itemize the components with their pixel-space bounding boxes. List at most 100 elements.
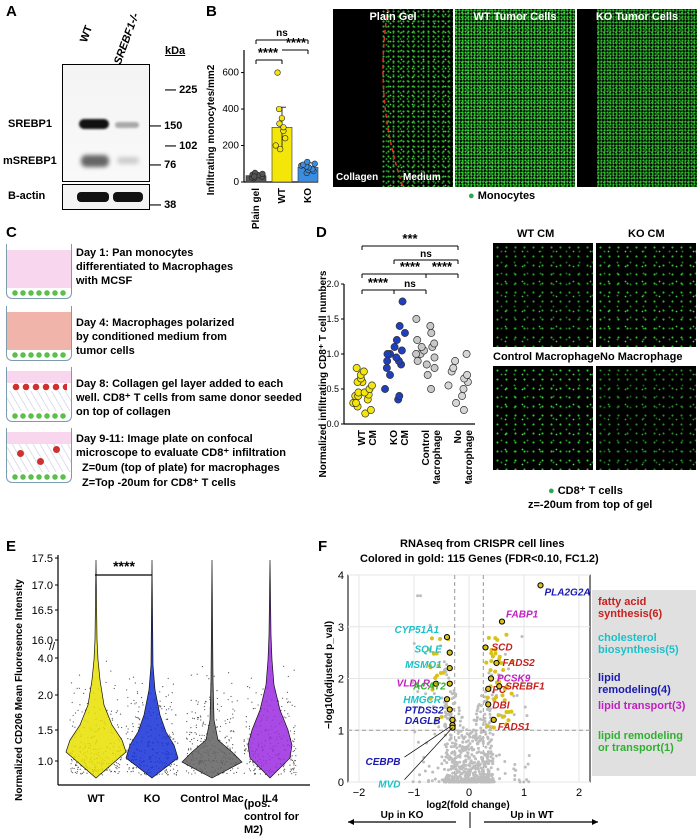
legend-item: cholesterol biosynthesis(5) xyxy=(598,632,679,656)
gene-point xyxy=(494,695,499,700)
panel-label-c: C xyxy=(6,224,17,241)
scatter-point xyxy=(120,758,122,760)
scatter-point xyxy=(74,726,76,728)
gene-point xyxy=(503,759,507,763)
gene-point xyxy=(527,754,531,758)
gene-point xyxy=(464,777,468,781)
chart-e: Normalized CD206 Mean Fluoresence Intens… xyxy=(14,553,310,805)
scatter-point xyxy=(199,734,201,736)
y-tick-label: 3 xyxy=(338,622,344,634)
scatter-point xyxy=(158,705,160,707)
gene-label: HMGCR xyxy=(403,695,442,706)
data-point xyxy=(278,115,285,122)
gene-point xyxy=(504,722,509,727)
scatter-point xyxy=(165,718,167,720)
image-title: WT Tumor Cells xyxy=(473,11,557,23)
scatter-point xyxy=(71,725,74,727)
scatter-point xyxy=(293,730,296,733)
scatter-point xyxy=(106,769,108,771)
scatter-point xyxy=(289,701,291,703)
scatter-point xyxy=(137,717,139,719)
il4-note: (pos. control for M2) xyxy=(244,798,299,836)
gene-point xyxy=(502,714,507,719)
gene-point xyxy=(467,756,471,760)
gene-label: DBI xyxy=(492,700,509,711)
gene-point xyxy=(433,718,438,723)
scatter-point xyxy=(175,774,178,776)
scatter-point xyxy=(243,745,246,747)
y-tick-label: 0.0 xyxy=(326,419,339,429)
gene-point xyxy=(434,651,439,656)
scatter-point xyxy=(83,771,85,773)
data-point xyxy=(422,360,431,369)
gene-point xyxy=(423,769,427,773)
scatter-point xyxy=(117,762,119,765)
scatter-point xyxy=(249,760,251,762)
scatter-point xyxy=(132,676,135,678)
gene-point xyxy=(503,771,507,775)
gene-point xyxy=(438,670,443,675)
gene-point xyxy=(501,667,506,672)
scatter-point xyxy=(232,713,234,715)
axis-break: // xyxy=(49,641,56,653)
scatter-point xyxy=(105,681,107,684)
gene-point xyxy=(495,637,500,642)
sig-label: ns xyxy=(276,28,288,39)
data-point xyxy=(272,142,279,149)
scatter-point xyxy=(293,741,295,743)
kda-marker: — 150 xyxy=(150,120,183,132)
scatter-point xyxy=(176,764,178,767)
scatter-point xyxy=(206,675,208,677)
gene-point xyxy=(475,709,479,713)
scatter-point xyxy=(248,768,251,770)
scatter-point xyxy=(79,704,81,706)
scatter-point xyxy=(246,685,249,688)
gene-point xyxy=(497,657,502,662)
scatter-point xyxy=(133,766,135,769)
data-point xyxy=(368,381,376,390)
gene-point xyxy=(450,758,454,762)
y-tick-label: 1.5 xyxy=(326,314,339,324)
gene-point xyxy=(457,706,461,710)
actin-blot xyxy=(62,184,150,210)
scatter-point xyxy=(245,726,247,728)
gene-point xyxy=(525,778,529,782)
scatter-point xyxy=(201,725,203,727)
scatter-point xyxy=(289,730,292,732)
gene-point xyxy=(467,774,471,778)
image-title: WT CM xyxy=(517,228,555,240)
gene-point xyxy=(486,762,490,766)
gene-point xyxy=(416,740,420,744)
scatter-point xyxy=(232,744,234,746)
scatter-point xyxy=(195,733,198,735)
chart-b-ylabel: Infiltrating monocytes/mm2 xyxy=(206,64,217,195)
legend-item: fatty acid synthesis(6) xyxy=(598,596,663,620)
gene-point xyxy=(437,780,441,784)
gene-point xyxy=(470,745,474,749)
scatter-point xyxy=(165,772,168,775)
y-tick-label: 1.5 xyxy=(38,725,53,737)
gene-point xyxy=(491,762,495,766)
scatter-point xyxy=(204,709,206,711)
data-point xyxy=(280,124,287,131)
data-point xyxy=(251,173,258,180)
scatter-point xyxy=(204,723,206,726)
scatter-point xyxy=(127,731,129,733)
scatter-point xyxy=(167,774,169,776)
gene-point xyxy=(464,767,468,771)
gene-point xyxy=(486,635,491,640)
scatter-point xyxy=(190,749,192,751)
scatter-point xyxy=(76,687,78,689)
scatter-point xyxy=(127,705,129,707)
gene-point xyxy=(452,780,456,784)
gene-point xyxy=(526,762,530,766)
gene-point xyxy=(411,680,415,684)
gene-point xyxy=(476,742,480,746)
gene-point xyxy=(477,780,481,784)
scatter-point xyxy=(116,724,119,726)
panel-label-d: D xyxy=(316,224,327,241)
scatter-point xyxy=(230,737,232,739)
scatter-point xyxy=(126,749,128,751)
scatter-point xyxy=(286,701,289,704)
scatter-point xyxy=(133,699,135,702)
